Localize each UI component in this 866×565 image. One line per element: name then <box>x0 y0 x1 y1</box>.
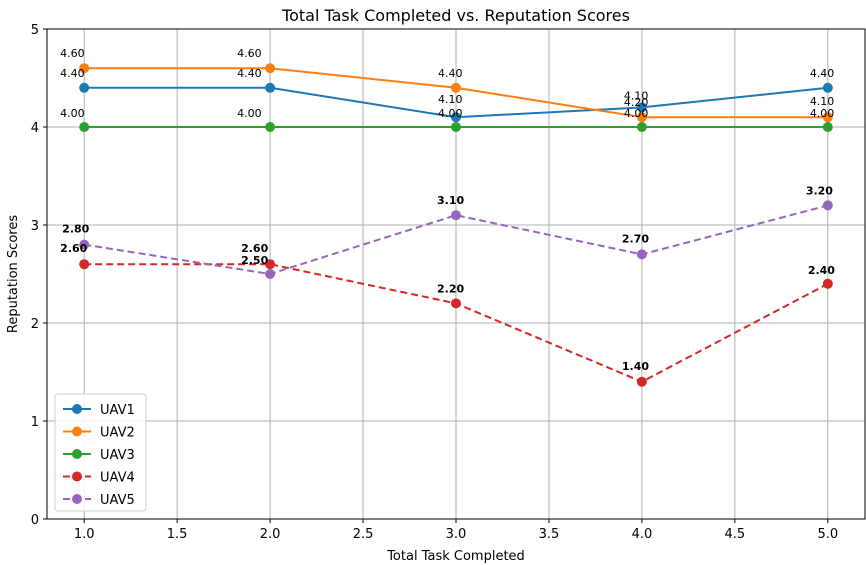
y-tick-label: 4 <box>31 121 39 136</box>
data-label-uav1: 4.40 <box>237 67 262 80</box>
data-point-uav3 <box>79 122 90 132</box>
data-label-uav2: 4.40 <box>438 67 463 80</box>
data-point-uav4 <box>79 259 90 270</box>
data-point-uav5 <box>451 210 461 221</box>
data-label-uav3: 4.00 <box>438 107 463 120</box>
legend-swatch-marker <box>72 471 82 482</box>
data-labels: 4.40 4.404.10 4.104.404.60 4.604.404.20 4.10… <box>60 47 835 373</box>
data-point-uav5 <box>79 239 90 250</box>
series-uav5 <box>79 200 833 279</box>
data-label-uav1: 4.40 <box>810 67 835 80</box>
data-label-uav1: 4.10 <box>624 89 649 102</box>
data-label-uav5: 3.20 <box>806 184 833 197</box>
data-point-uav3 <box>636 122 647 132</box>
legend: UAV1 UAV2 UAV3 UAV4 UAV5 <box>54 393 147 512</box>
legend-label: UAV5 <box>100 493 135 508</box>
data-point-uav1 <box>265 82 276 93</box>
series-uav2 <box>79 63 833 123</box>
data-point-uav2 <box>451 82 461 93</box>
data-label-uav5: 2.50 <box>241 254 268 267</box>
data-label-uav4: 2.20 <box>437 282 464 295</box>
axis-ticks: 1.0 1.5 2.0 2.5 3.0 3.5 4.0 4.5 5.0 0 1 2 3 4 5 <box>31 23 838 542</box>
data-label-uav3: 4.00 <box>60 107 85 120</box>
data-label-uav3: 4.00 <box>810 107 835 120</box>
data-label-uav4: 2.60 <box>60 242 87 255</box>
data-point-uav2 <box>636 112 647 123</box>
data-point-uav5 <box>265 269 276 279</box>
legend-swatch-marker <box>72 494 82 504</box>
x-tick-label: 2.5 <box>353 527 374 542</box>
legend-item-uav3: UAV3 <box>63 448 135 463</box>
data-point-uav4 <box>265 259 276 270</box>
x-tick-label: 4.0 <box>632 527 653 542</box>
legend-swatch-marker <box>72 404 82 414</box>
series-line-uav5 <box>84 204 829 276</box>
legend-label: UAV3 <box>100 448 135 463</box>
data-point-uav1 <box>79 82 90 93</box>
legend-label: UAV2 <box>100 426 135 441</box>
data-label-uav3: 4.00 <box>237 107 262 120</box>
x-tick-label: 1.5 <box>167 527 188 542</box>
legend-item-uav1: UAV1 <box>63 403 135 418</box>
data-label-uav1: 4.10 <box>438 93 463 106</box>
data-point-uav4 <box>451 298 461 309</box>
data-point-uav4 <box>822 278 833 289</box>
y-tick-label: 5 <box>31 23 39 38</box>
data-point-uav2 <box>822 112 833 123</box>
data-label-uav5: 3.10 <box>437 194 464 207</box>
legend-box <box>54 393 147 512</box>
x-axis-title: Total Task Completed <box>386 549 525 564</box>
y-tick-label: 1 <box>31 415 39 430</box>
y-tick-label: 2 <box>31 317 39 332</box>
data-label-uav1: 4.40 <box>60 67 85 80</box>
data-point-uav1 <box>451 112 461 123</box>
data-label-uav4: 2.60 <box>241 242 268 255</box>
data-label-uav2: 4.20 <box>624 96 649 109</box>
data-point-uav2 <box>79 63 90 74</box>
x-tick-label: 2.0 <box>260 527 281 542</box>
x-tick-label: 3.5 <box>539 527 560 542</box>
data-label-uav2: 4.60 <box>237 47 262 60</box>
data-label-uav3: 4.00 <box>624 107 649 120</box>
data-point-uav2 <box>265 63 276 74</box>
data-point-uav1 <box>822 82 833 93</box>
y-tick-label: 3 <box>31 219 39 234</box>
data-label-uav4: 2.40 <box>808 264 835 277</box>
legend-swatch-marker <box>72 426 82 437</box>
data-point-uav4 <box>636 376 647 387</box>
y-axis-title: Reputation Scores <box>6 215 21 333</box>
x-tick-label: 3.0 <box>446 527 467 542</box>
data-label-uav5: 2.70 <box>622 232 649 245</box>
data-point-uav3 <box>822 122 833 132</box>
series-uav1 <box>79 82 833 123</box>
y-tick-label: 0 <box>31 513 39 528</box>
legend-label: UAV1 <box>100 403 135 418</box>
data-point-uav3 <box>451 122 461 132</box>
data-point-uav1 <box>636 102 647 113</box>
series-uav3 <box>79 122 833 132</box>
data-series <box>79 63 833 387</box>
legend-item-uav5: UAV5 <box>63 493 135 508</box>
legend-swatch-marker <box>72 449 82 459</box>
data-label-uav5: 2.80 <box>62 223 89 236</box>
legend-label: UAV4 <box>100 471 135 486</box>
x-tick-label: 1.0 <box>74 527 95 542</box>
data-label-uav4: 1.40 <box>622 360 649 373</box>
data-label-uav2: 4.60 <box>60 47 85 60</box>
data-point-uav5 <box>636 249 647 260</box>
x-tick-label: 5.0 <box>817 527 838 542</box>
x-tick-label: 4.5 <box>725 527 746 542</box>
data-label-uav2: 4.10 <box>810 95 835 108</box>
legend-item-uav4: UAV4 <box>63 471 135 486</box>
data-point-uav3 <box>265 122 276 132</box>
data-point-uav5 <box>822 200 833 211</box>
chart-title: Total Task Completed vs. Reputation Scor… <box>281 6 630 25</box>
legend-item-uav2: UAV2 <box>63 426 135 441</box>
